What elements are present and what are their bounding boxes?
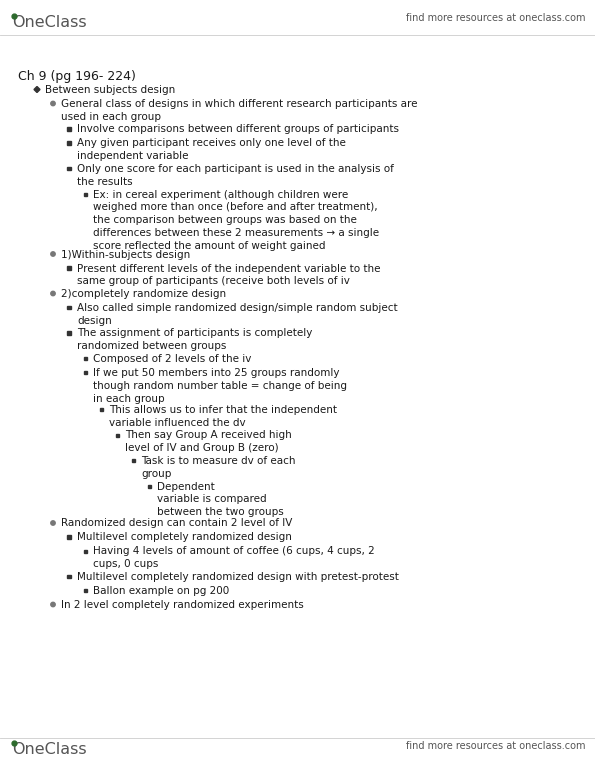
Bar: [83, 550, 86, 553]
Text: In 2 level completely randomized experiments: In 2 level completely randomized experim…: [61, 600, 304, 610]
Bar: [67, 535, 71, 539]
Bar: [67, 574, 71, 578]
Bar: [148, 484, 151, 487]
Bar: [99, 408, 102, 411]
Circle shape: [51, 252, 55, 256]
Text: This allows us to infer that the independent
variable influenced the dv: This allows us to infer that the indepen…: [109, 405, 337, 428]
Circle shape: [51, 602, 55, 607]
Bar: [67, 306, 71, 310]
Bar: [83, 371, 86, 374]
Circle shape: [51, 521, 55, 525]
Text: 1)Within-subjects design: 1)Within-subjects design: [61, 249, 190, 259]
Text: Composed of 2 levels of the iv: Composed of 2 levels of the iv: [93, 354, 251, 364]
Text: Present different levels of the independent variable to the
same group of partic: Present different levels of the independ…: [77, 263, 380, 286]
Bar: [67, 127, 71, 131]
Text: OneClass: OneClass: [12, 15, 87, 30]
Bar: [83, 357, 86, 360]
Bar: [83, 192, 86, 196]
Text: Multilevel completely randomized design: Multilevel completely randomized design: [77, 533, 292, 543]
Bar: [131, 459, 134, 462]
Text: Then say Group A received high
level of IV and Group B (zero): Then say Group A received high level of …: [125, 430, 292, 454]
Bar: [115, 434, 118, 437]
Circle shape: [51, 102, 55, 105]
Text: Randomized design can contain 2 level of IV: Randomized design can contain 2 level of…: [61, 518, 292, 528]
Bar: [67, 167, 71, 170]
Text: 2)completely randomize design: 2)completely randomize design: [61, 289, 226, 299]
Text: Multilevel completely randomized design with pretest-protest: Multilevel completely randomized design …: [77, 572, 399, 582]
Bar: [67, 141, 71, 145]
Text: Involve comparisons between different groups of participants: Involve comparisons between different gr…: [77, 125, 399, 135]
Text: find more resources at oneclass.com: find more resources at oneclass.com: [406, 13, 585, 23]
Text: Having 4 levels of amount of coffee (6 cups, 4 cups, 2
cups, 0 cups: Having 4 levels of amount of coffee (6 c…: [93, 547, 375, 569]
Bar: [67, 266, 71, 269]
Circle shape: [51, 291, 55, 296]
Text: OneClass: OneClass: [12, 742, 87, 757]
Text: Ballon example on pg 200: Ballon example on pg 200: [93, 586, 229, 596]
Text: Ex: in cereal experiment (although children were
weighed more than once (before : Ex: in cereal experiment (although child…: [93, 189, 379, 251]
Text: The assignment of participants is completely
randomized between groups: The assignment of participants is comple…: [77, 329, 312, 351]
Text: Also called simple randomized design/simple random subject
design: Also called simple randomized design/sim…: [77, 303, 397, 326]
Text: Any given participant receives only one level of the
independent variable: Any given participant receives only one …: [77, 139, 346, 161]
Text: Between subjects design: Between subjects design: [45, 85, 176, 95]
Text: find more resources at oneclass.com: find more resources at oneclass.com: [406, 741, 585, 751]
Text: Task is to measure dv of each
group: Task is to measure dv of each group: [141, 456, 296, 479]
Text: Ch 9 (pg 196- 224): Ch 9 (pg 196- 224): [18, 70, 136, 83]
Polygon shape: [34, 86, 40, 92]
Bar: [67, 331, 71, 335]
Text: Dependent
variable is compared
between the two groups: Dependent variable is compared between t…: [157, 481, 284, 517]
Text: If we put 50 members into 25 groups randomly
though random number table = change: If we put 50 members into 25 groups rand…: [93, 368, 347, 403]
Text: Only one score for each participant is used in the analysis of
the results: Only one score for each participant is u…: [77, 164, 394, 187]
Text: General class of designs in which different research participants are
used in ea: General class of designs in which differ…: [61, 99, 418, 122]
Bar: [83, 589, 86, 592]
